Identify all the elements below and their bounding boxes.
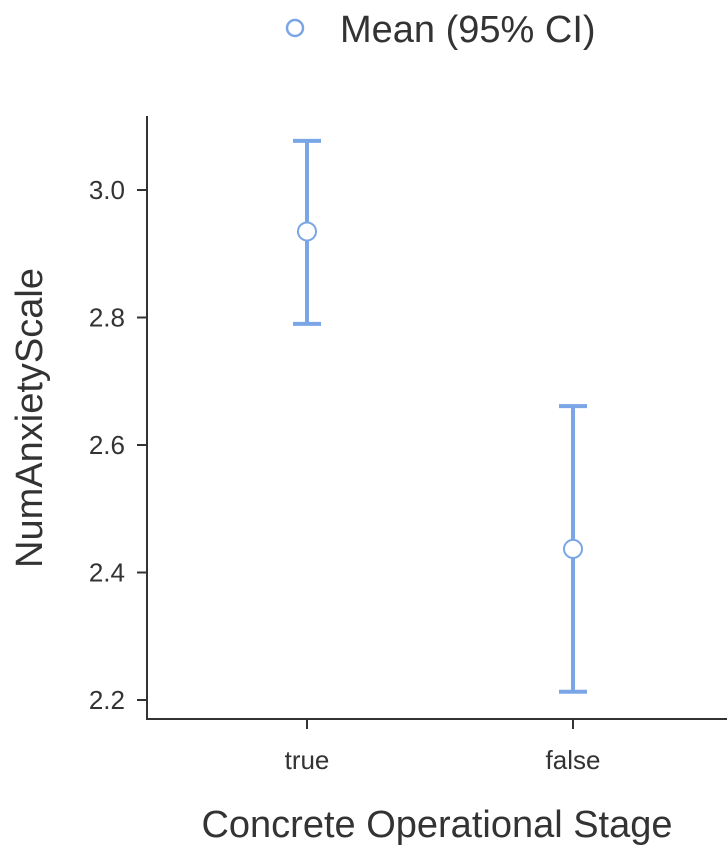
x-ticks: true false: [285, 719, 601, 775]
y-axis-title: NumAnxietyScale: [9, 268, 51, 568]
mean-point: [297, 221, 317, 242]
x-tick-label: true: [285, 745, 330, 775]
mean-point: [563, 538, 583, 559]
y-tick-label: 2.4: [89, 558, 125, 588]
y-tick-label: 2.2: [89, 685, 125, 715]
error-bar-true: [293, 138, 321, 326]
legend: Mean (95% CI): [285, 9, 596, 51]
x-axis-title: Concrete Operational Stage: [201, 804, 672, 846]
y-tick-label: 3.0: [89, 175, 125, 205]
data-marks: [293, 138, 587, 694]
y-tick-label: 2.8: [89, 303, 125, 333]
legend-marker: [285, 18, 305, 38]
error-bar-false: [559, 404, 587, 694]
y-tick-label: 2.6: [89, 430, 125, 460]
x-tick-label: false: [546, 745, 601, 775]
y-ticks: 2.2 2.4 2.6 2.8 3.0: [89, 175, 147, 715]
legend-label: Mean (95% CI): [340, 9, 596, 51]
